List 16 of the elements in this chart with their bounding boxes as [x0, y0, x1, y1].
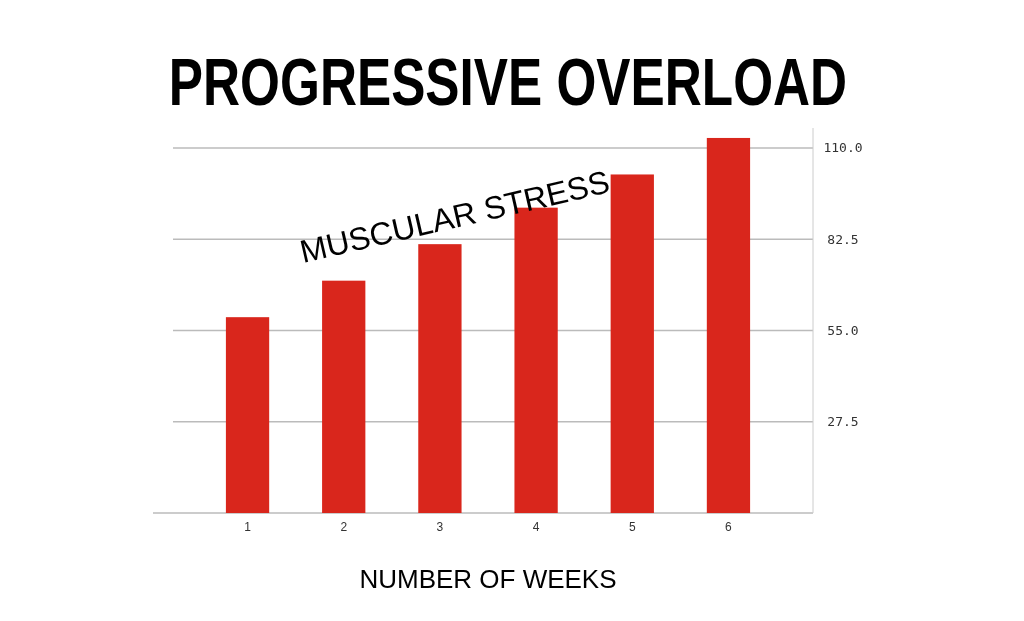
bar: [225, 317, 270, 513]
x-tick-label: 5: [628, 520, 636, 534]
y-tick-label: 82.5: [827, 231, 859, 247]
y-tick-label: 55.0: [827, 323, 859, 339]
y-tick-label: 27.5: [827, 414, 859, 430]
bar: [322, 280, 366, 513]
bar: [610, 174, 654, 513]
x-tick-label: 1: [244, 520, 252, 534]
x-tick-label: 4: [532, 520, 540, 534]
y-tick-label: 110.0: [823, 140, 863, 156]
bar: [706, 137, 751, 513]
x-tick-label: 2: [340, 520, 348, 534]
x-axis-title: NUMBER OF WEEKS: [359, 564, 617, 594]
chart-title: PROGRESSIVE OVERLOAD: [168, 44, 848, 121]
x-tick-label: 3: [436, 520, 444, 534]
x-tick-label: 6: [725, 520, 733, 534]
